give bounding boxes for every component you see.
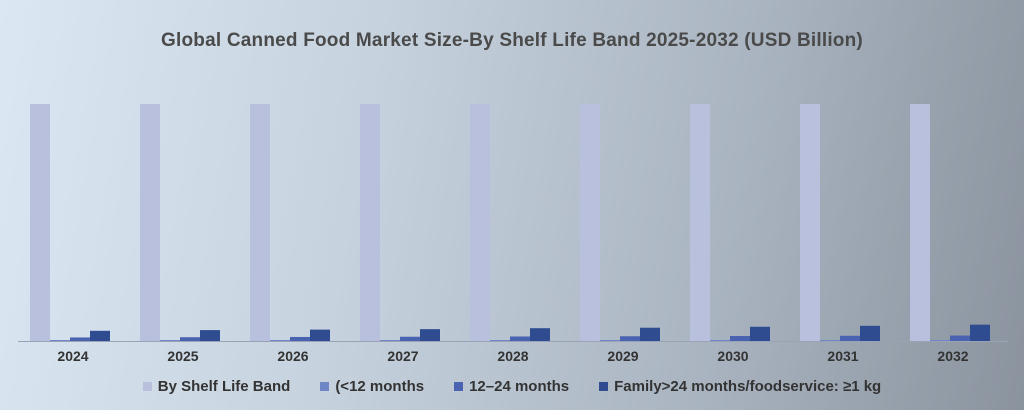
x-tick-label-2032: 2032 [937,348,968,364]
x-tick-label-2028: 2028 [497,348,528,364]
bar-2031-series-1 [820,340,840,341]
legend-swatch-2 [454,382,464,391]
bar-2026-series-0 [250,104,270,341]
bar-2031-series-0 [800,104,820,341]
bar-2026-series-2 [290,336,310,341]
bar-2032-series-1 [930,340,950,341]
bar-2032-series-3 [970,324,990,341]
legend: By Shelf Life Band (<12 months 12–24 month… [0,378,1024,395]
bar-2028-series-0 [470,104,490,341]
bar-2027-series-2 [400,336,420,341]
x-tick-label-2029: 2029 [607,348,638,364]
legend-label-1: (<12 months [335,378,425,395]
bar-2026-series-1 [270,340,290,341]
bar-2031-series-3 [860,325,880,341]
bar-2028-series-2 [510,336,530,341]
bar-2030-series-2 [730,336,750,341]
legend-item-0: By Shelf Life Band [142,378,291,395]
legend-swatch-3 [599,382,609,391]
legend-label-3: Family>24 months/foodservice: ≥1 kg [614,378,882,395]
bar-2030-series-1 [710,340,730,341]
x-tick-labels: 2024 2025 2026 2027 2028 2029 2030 2031 2032 [57,348,968,364]
legend-label-2: 12–24 months [469,378,570,395]
legend-item-2: 12–24 months [454,378,569,395]
bar-2027-series-0 [360,104,380,341]
bar-2031-series-2 [840,335,860,341]
chart-title: Global Canned Food Market Size-By Shelf … [161,30,863,51]
x-tick-label-2031: 2031 [827,348,858,364]
bar-2030-series-0 [690,104,710,341]
bar-2025-series-3 [200,330,220,341]
x-tick-label-2030: 2030 [717,348,748,364]
bar-2029-series-2 [620,336,640,341]
legend-swatch-0 [142,382,152,391]
legend-label-0: By Shelf Life Band [157,378,291,395]
bar-2029-series-0 [580,104,600,341]
bar-2025-series-0 [140,104,160,341]
x-tick-label-2025: 2025 [167,348,198,364]
bar-2032-series-0 [910,104,930,341]
x-tick-label-2026: 2026 [277,348,308,364]
bar-2028-series-1 [490,340,510,341]
bar-2027-series-1 [380,340,400,341]
legend-item-1: (<12 months [320,378,424,395]
bars-group [30,104,990,341]
legend-item-3: Family>24 months/foodservice: ≥1 kg [599,378,881,395]
bar-2024-series-2 [70,337,90,341]
bar-2030-series-3 [750,326,770,341]
bar-2024-series-0 [30,104,50,341]
bar-2028-series-3 [530,328,550,341]
bar-2025-series-2 [180,337,200,341]
legend-swatch-1 [320,382,330,391]
bar-2024-series-3 [90,330,110,341]
bar-2029-series-1 [600,340,620,341]
bar-2025-series-1 [160,340,180,341]
x-tick-label-2024: 2024 [57,348,88,364]
bar-2032-series-2 [950,335,970,341]
x-tick-label-2027: 2027 [387,348,418,364]
bar-2029-series-3 [640,327,660,341]
bar-2027-series-3 [420,329,440,341]
bar-2024-series-1 [50,340,70,341]
bar-2026-series-3 [310,329,330,341]
